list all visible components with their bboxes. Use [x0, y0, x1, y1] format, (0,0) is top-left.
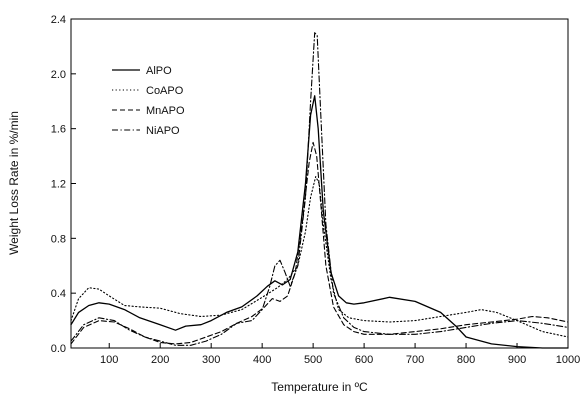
y-axis-title: Weight Loss Rate in %/min — [7, 111, 21, 255]
x-tick-label: 500 — [304, 354, 322, 366]
y-tick-label: 1.6 — [51, 124, 66, 136]
legend-label-alpo: AlPO — [146, 65, 172, 77]
series-line-niapo — [70, 32, 569, 346]
series-lines — [70, 32, 569, 349]
series-line-mnapo — [70, 141, 569, 345]
y-tick-label: 0.0 — [51, 343, 66, 355]
series-line-coapo — [70, 176, 569, 338]
legend-label-niapo: NiAPO — [146, 125, 180, 137]
y-tick-label: 2.4 — [51, 14, 66, 26]
x-tick-label: 400 — [253, 354, 271, 366]
y-tick-label: 0.8 — [51, 233, 66, 245]
x-tick-label: 700 — [406, 354, 424, 366]
legend-label-coapo: CoAPO — [146, 85, 184, 97]
y-tick-label: 2.0 — [51, 69, 66, 81]
x-tick-label: 200 — [151, 354, 169, 366]
x-tick-label: 300 — [202, 354, 220, 366]
legend-label-mnapo: MnAPO — [146, 105, 185, 117]
x-axis-title: Temperature in ºC — [271, 380, 368, 394]
x-tick-label: 900 — [508, 354, 526, 366]
x-tick-label: 100 — [100, 354, 118, 366]
x-tick-label: 1000 — [556, 354, 580, 366]
x-tick-label: 800 — [457, 354, 475, 366]
y-tick-label: 1.2 — [51, 179, 66, 191]
y-tick-label: 0.4 — [51, 288, 66, 300]
x-tick-label: 600 — [355, 354, 373, 366]
legend: AlPO CoAPO MnAPO NiAPO — [112, 65, 185, 137]
